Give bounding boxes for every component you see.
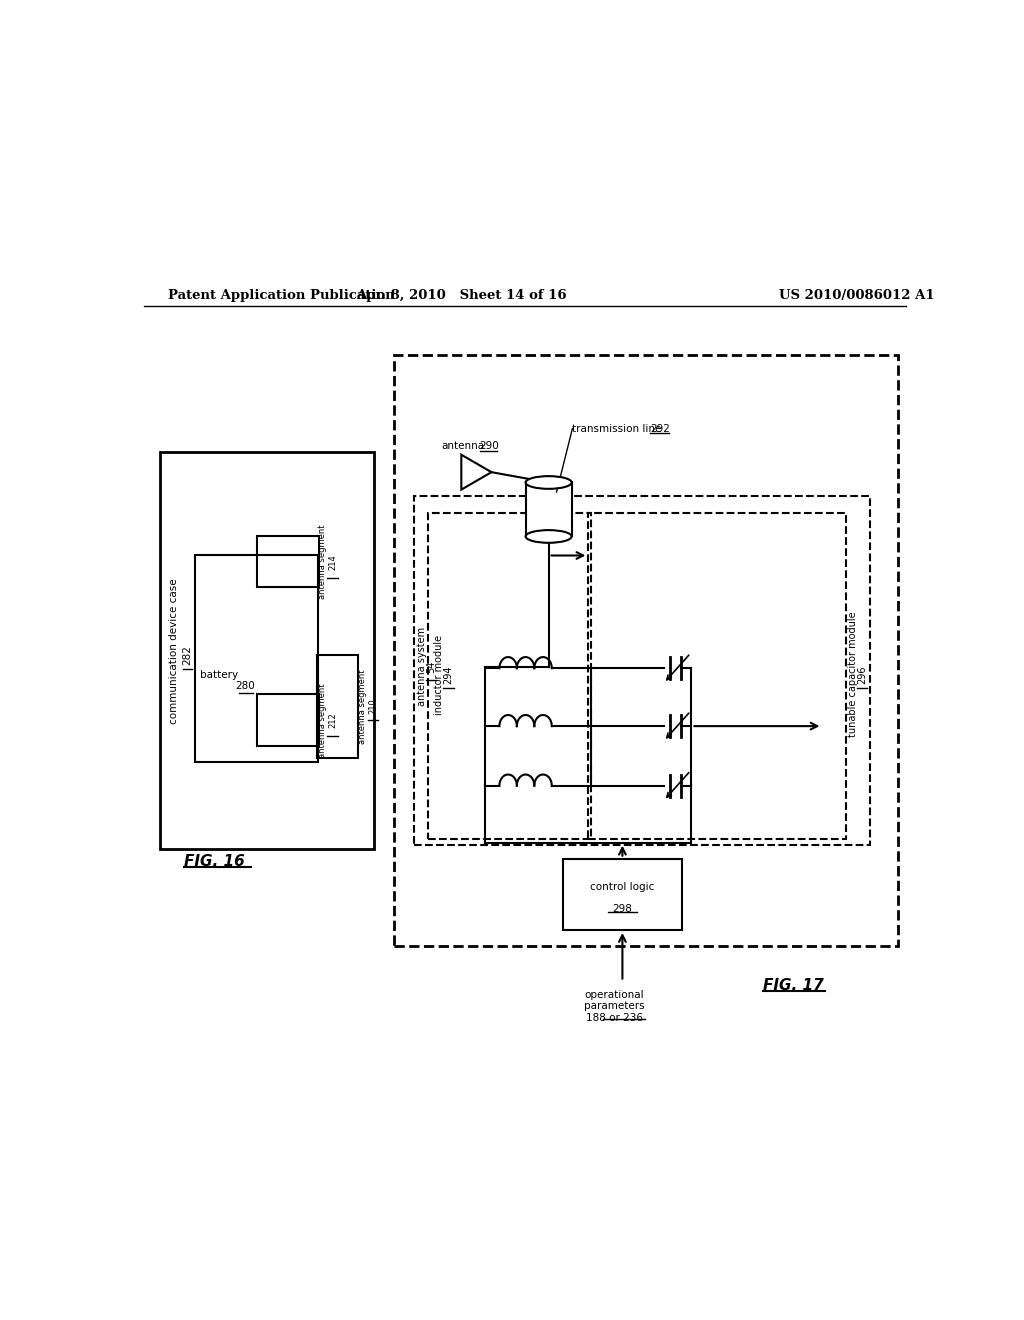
- Text: 296: 296: [857, 665, 867, 684]
- Text: 54: 54: [426, 660, 436, 673]
- Bar: [525, 483, 571, 536]
- Text: Apr. 8, 2010   Sheet 14 of 16: Apr. 8, 2010 Sheet 14 of 16: [356, 289, 566, 302]
- Text: Patent Application Publication: Patent Application Publication: [168, 289, 394, 302]
- Text: control logic: control logic: [590, 882, 654, 892]
- Text: 280: 280: [236, 681, 255, 692]
- Text: 292: 292: [650, 424, 670, 433]
- Bar: [394, 355, 898, 946]
- Bar: [316, 655, 358, 758]
- Text: battery: battery: [201, 669, 239, 680]
- Text: operational: operational: [585, 990, 644, 999]
- Text: 214: 214: [329, 554, 337, 570]
- Text: 294: 294: [443, 665, 454, 684]
- Text: FIG. 16: FIG. 16: [183, 854, 245, 869]
- Text: US 2010/0086012 A1: US 2010/0086012 A1: [778, 289, 934, 302]
- Bar: [257, 694, 319, 746]
- Ellipse shape: [525, 531, 571, 543]
- Text: antenna segment: antenna segment: [358, 669, 368, 743]
- Bar: [428, 513, 591, 838]
- Text: tunable capacitor module: tunable capacitor module: [848, 611, 857, 738]
- Text: parameters: parameters: [584, 1002, 645, 1011]
- Bar: [563, 858, 682, 931]
- Bar: [160, 453, 374, 849]
- Bar: [257, 536, 319, 587]
- Bar: [588, 513, 846, 838]
- Ellipse shape: [525, 477, 571, 488]
- Bar: [196, 556, 318, 762]
- Text: 188 or 236: 188 or 236: [586, 1014, 643, 1023]
- Text: 210: 210: [368, 698, 377, 714]
- Text: 212: 212: [329, 713, 337, 729]
- Text: 282: 282: [182, 644, 193, 665]
- Text: FIG. 17: FIG. 17: [763, 978, 823, 993]
- Text: inductor module: inductor module: [434, 635, 444, 714]
- Text: 298: 298: [612, 904, 633, 913]
- Text: antenna: antenna: [441, 441, 484, 451]
- Text: antenna system: antenna system: [417, 627, 427, 706]
- Text: antenna segment: antenna segment: [317, 524, 327, 599]
- Text: antenna segment: antenna segment: [317, 684, 327, 758]
- Text: communication device case: communication device case: [169, 578, 179, 723]
- Text: 290: 290: [479, 441, 500, 451]
- Text: transmission line: transmission line: [572, 424, 662, 433]
- Bar: [414, 496, 870, 845]
